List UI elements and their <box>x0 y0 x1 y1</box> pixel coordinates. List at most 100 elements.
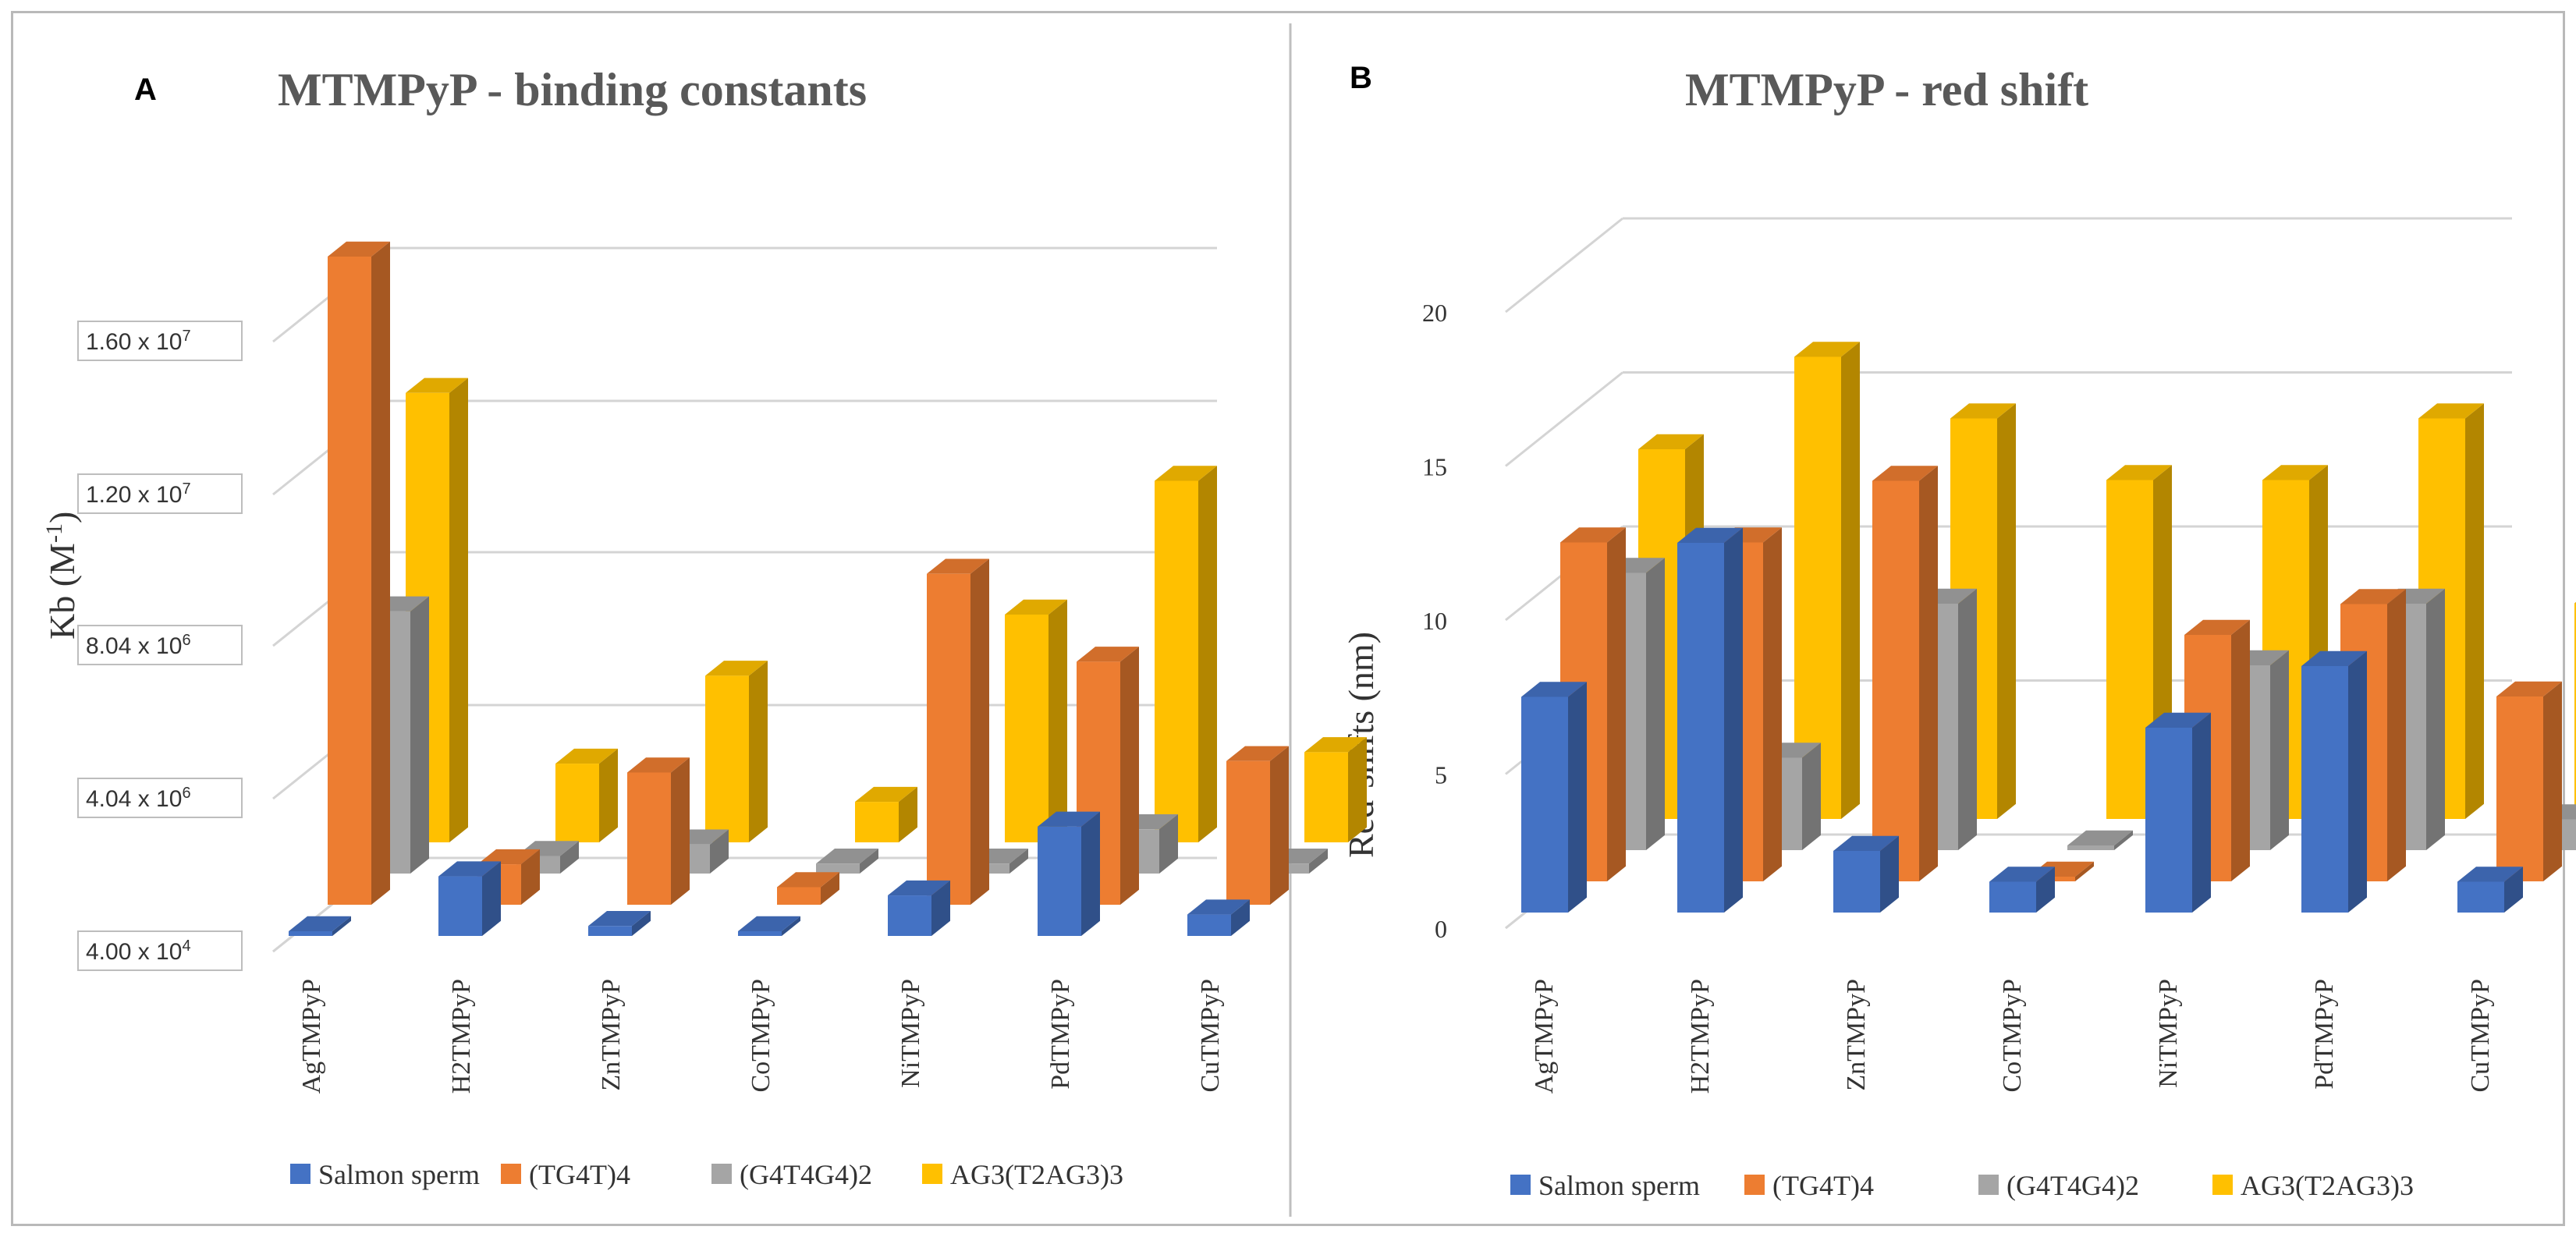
bar-side <box>560 841 579 874</box>
bar-side <box>710 829 729 874</box>
x-category-label: ZnTMPyP <box>1842 979 1871 1091</box>
bar-top <box>438 861 501 877</box>
bar-top <box>1521 682 1587 697</box>
bar-side <box>1270 746 1289 905</box>
legend-swatch <box>501 1164 521 1184</box>
x-category-label: CuTMPyP <box>1196 979 1225 1093</box>
bar-top <box>1833 835 1899 851</box>
x-category-label: H2TMPyP <box>1686 979 1715 1093</box>
bar-side <box>2504 867 2523 913</box>
bar-front <box>328 256 371 905</box>
y-tick-label: 0 <box>1435 915 1447 943</box>
y-tick-box <box>77 778 243 819</box>
bar-side <box>1646 558 1665 850</box>
panel-a-y-axis-title: Kb (M-1) <box>41 512 83 640</box>
bar-front <box>1872 480 1919 881</box>
bar-front <box>927 573 970 905</box>
bar-side <box>1009 849 1028 874</box>
bar--tg4t-4-cutmpyp <box>1226 746 1289 905</box>
bar-side <box>2270 650 2289 850</box>
bar-ag3-t2ag3-3-nitmpyp <box>1005 599 1067 842</box>
bar-side <box>2192 712 2211 913</box>
bar-top <box>1950 403 2016 419</box>
bar-front <box>627 772 671 905</box>
x-category-label: PdTMPyP <box>1046 979 1075 1090</box>
bar-side <box>1802 743 1821 850</box>
panel-b-letter: B <box>1350 61 1372 95</box>
bar-top <box>2184 619 2250 635</box>
bar-side <box>2543 681 2562 881</box>
bar--g4t4g4-2-cotmpyp <box>2067 830 2133 850</box>
x-category-label: CuTMPyP <box>2466 979 2495 1093</box>
bar-side <box>1997 403 2016 819</box>
bar-salmon-sperm-nitmpyp <box>2145 712 2211 913</box>
bar-side <box>1048 599 1067 842</box>
y-tick-label: 4.00 x 104 <box>86 937 191 965</box>
bar-front <box>1304 752 1348 842</box>
bar-top <box>1872 466 1938 481</box>
bar-top <box>1226 746 1289 761</box>
panel-b-title: MTMPyP - red shift <box>1685 64 2088 115</box>
bar-side <box>599 748 618 842</box>
bar-side <box>1231 899 1250 936</box>
bar-side <box>970 558 989 905</box>
bar-top <box>1077 647 1139 662</box>
legend-swatch <box>2212 1175 2233 1195</box>
y-tick-label: 4.04 x 106 <box>86 785 191 812</box>
y-tick-label: 8.04 x 106 <box>86 632 191 659</box>
bar-ag3-t2ag3-3-cotmpyp <box>855 786 917 842</box>
bar-side <box>671 757 690 905</box>
legend-label: (TG4T)4 <box>1772 1170 1874 1201</box>
bar--tg4t-4-nitmpyp <box>927 558 989 905</box>
bar-front <box>1187 914 1231 936</box>
legend-label: (G4T4G4)2 <box>740 1159 872 1190</box>
bar-top <box>627 757 690 773</box>
legend-swatch <box>711 1164 732 1184</box>
bar-front <box>1005 614 1048 842</box>
bar-salmon-sperm-agtmpyp <box>289 916 351 936</box>
y-tick-box <box>77 473 243 514</box>
bar-top <box>1794 342 1860 357</box>
bar-front <box>738 931 782 936</box>
bar-side <box>749 661 768 842</box>
legend-label: Salmon sperm <box>1538 1170 1700 1201</box>
bar-top <box>2340 589 2406 604</box>
bar--g4t4g4-2-cotmpyp <box>816 849 878 874</box>
bar-salmon-sperm-pdtmpyp <box>1038 811 1100 936</box>
bar-front <box>1989 881 2036 913</box>
bar-side <box>1081 811 1100 936</box>
bar-side <box>1763 527 1782 881</box>
bar-top <box>705 661 768 676</box>
bar-ag3-t2ag3-3-h2tmpyp <box>1794 342 1860 819</box>
legend-swatch <box>1744 1175 1765 1195</box>
bar-front <box>2574 603 2576 819</box>
bar-top <box>2496 681 2562 696</box>
bar-top <box>2418 403 2484 419</box>
y-tick-label: 1.60 x 107 <box>86 328 191 355</box>
bar-top <box>588 911 651 927</box>
bar-top <box>2106 465 2172 480</box>
bar-side <box>2426 588 2445 850</box>
legend-swatch <box>922 1164 942 1184</box>
bar-side <box>1159 813 1178 874</box>
bar-front <box>588 926 632 936</box>
x-category-label: AgTMPyP <box>297 979 326 1093</box>
legend-label: AG3(T2AG3)3 <box>2241 1170 2414 1201</box>
bar-front <box>2496 696 2543 881</box>
bar-side <box>2387 589 2406 881</box>
bar-front <box>555 764 599 842</box>
bar-front <box>1226 760 1270 905</box>
bar-top <box>738 916 800 931</box>
panel-a-plot: 4.00 x 104 4.04 x 106 8.04 x 106 1.20 x 107… <box>77 241 1367 1190</box>
figure-frame <box>11 11 2565 1226</box>
bar-top <box>555 748 618 764</box>
bar-salmon-sperm-h2tmpyp <box>1677 527 1743 913</box>
bar-top <box>2145 712 2211 728</box>
bar-ag3-t2ag3-3-h2tmpyp <box>555 748 618 842</box>
bar-top <box>927 558 989 574</box>
bar-front <box>2145 728 2192 913</box>
bar-side <box>1120 647 1139 905</box>
bar-side <box>821 872 839 905</box>
bar-side <box>521 849 540 905</box>
bar-side <box>899 786 917 842</box>
